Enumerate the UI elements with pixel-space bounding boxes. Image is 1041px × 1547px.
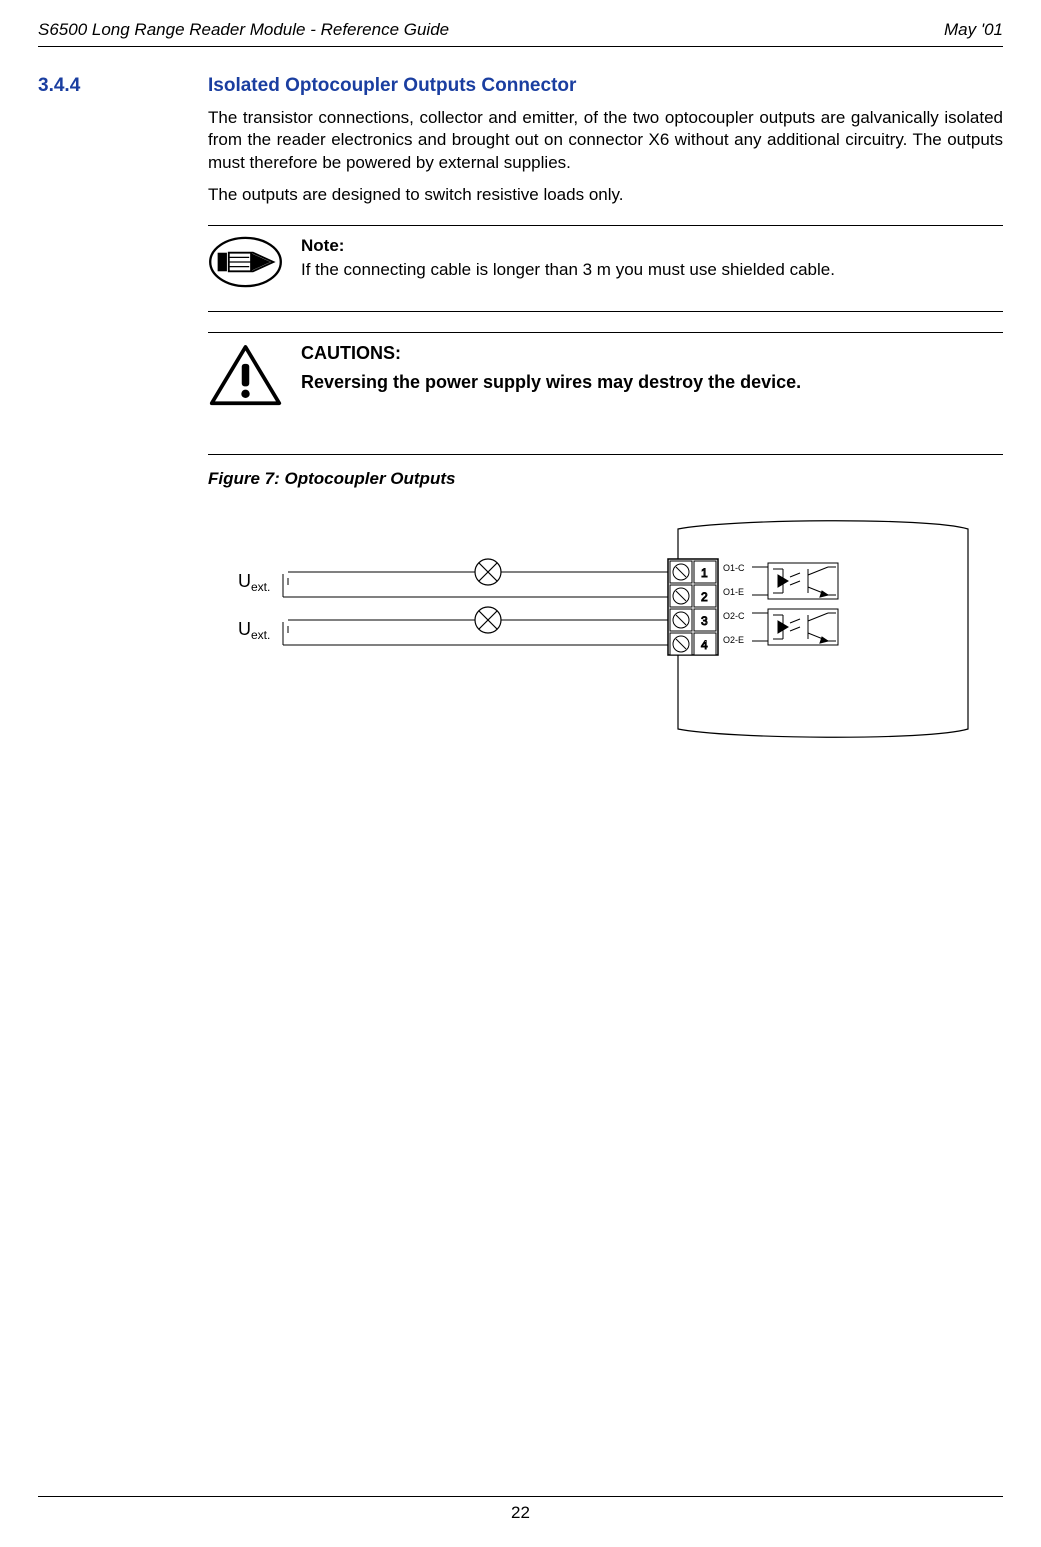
svg-text:O2-E: O2-E <box>723 635 744 645</box>
svg-text:O1-E: O1-E <box>723 587 744 597</box>
svg-text:O2-C: O2-C <box>723 611 745 621</box>
note-bottom-rule <box>208 311 1003 312</box>
caution-title: CAUTIONS: <box>301 343 1003 364</box>
svg-text:Uext.: Uext. <box>238 619 270 642</box>
note-block: Note: If the connecting cable is longer … <box>208 236 1003 293</box>
page-footer: 22 <box>38 1496 1003 1523</box>
figure-diagram: X6 1 2 3 4 O1-C O1-E O <box>208 509 1003 809</box>
svg-text:O1-C: O1-C <box>723 563 745 573</box>
footer-rule <box>38 1496 1003 1497</box>
caution-body: Reversing the power supply wires may des… <box>301 372 1003 393</box>
note-body: If the connecting cable is longer than 3… <box>301 260 1003 280</box>
body-column: The transistor connections, collector an… <box>208 107 1003 809</box>
note-icon <box>208 236 283 293</box>
note-top-rule <box>208 225 1003 226</box>
caution-bottom-rule <box>208 454 1003 455</box>
caution-icon <box>208 343 283 414</box>
paragraph-2: The outputs are designed to switch resis… <box>208 184 1003 206</box>
figure-caption: Figure 7: Optocoupler Outputs <box>208 469 1003 489</box>
page-header: S6500 Long Range Reader Module - Referen… <box>0 0 1041 46</box>
svg-text:2: 2 <box>701 590 708 604</box>
note-title: Note: <box>301 236 1003 256</box>
section-title: Isolated Optocoupler Outputs Connector <box>208 75 576 97</box>
page-number: 22 <box>511 1503 530 1522</box>
section-number: 3.4.4 <box>38 75 208 97</box>
section-heading: 3.4.4 Isolated Optocoupler Outputs Conne… <box>0 47 1041 97</box>
svg-text:Uext.: Uext. <box>238 571 270 594</box>
header-left: S6500 Long Range Reader Module - Referen… <box>38 20 449 40</box>
svg-text:3: 3 <box>701 614 708 628</box>
header-right: May '01 <box>944 20 1003 40</box>
caution-top-rule <box>208 332 1003 333</box>
paragraph-1: The transistor connections, collector an… <box>208 107 1003 174</box>
svg-text:4: 4 <box>701 638 708 652</box>
caution-block: CAUTIONS: Reversing the power supply wir… <box>208 343 1003 414</box>
svg-text:1: 1 <box>701 566 708 580</box>
